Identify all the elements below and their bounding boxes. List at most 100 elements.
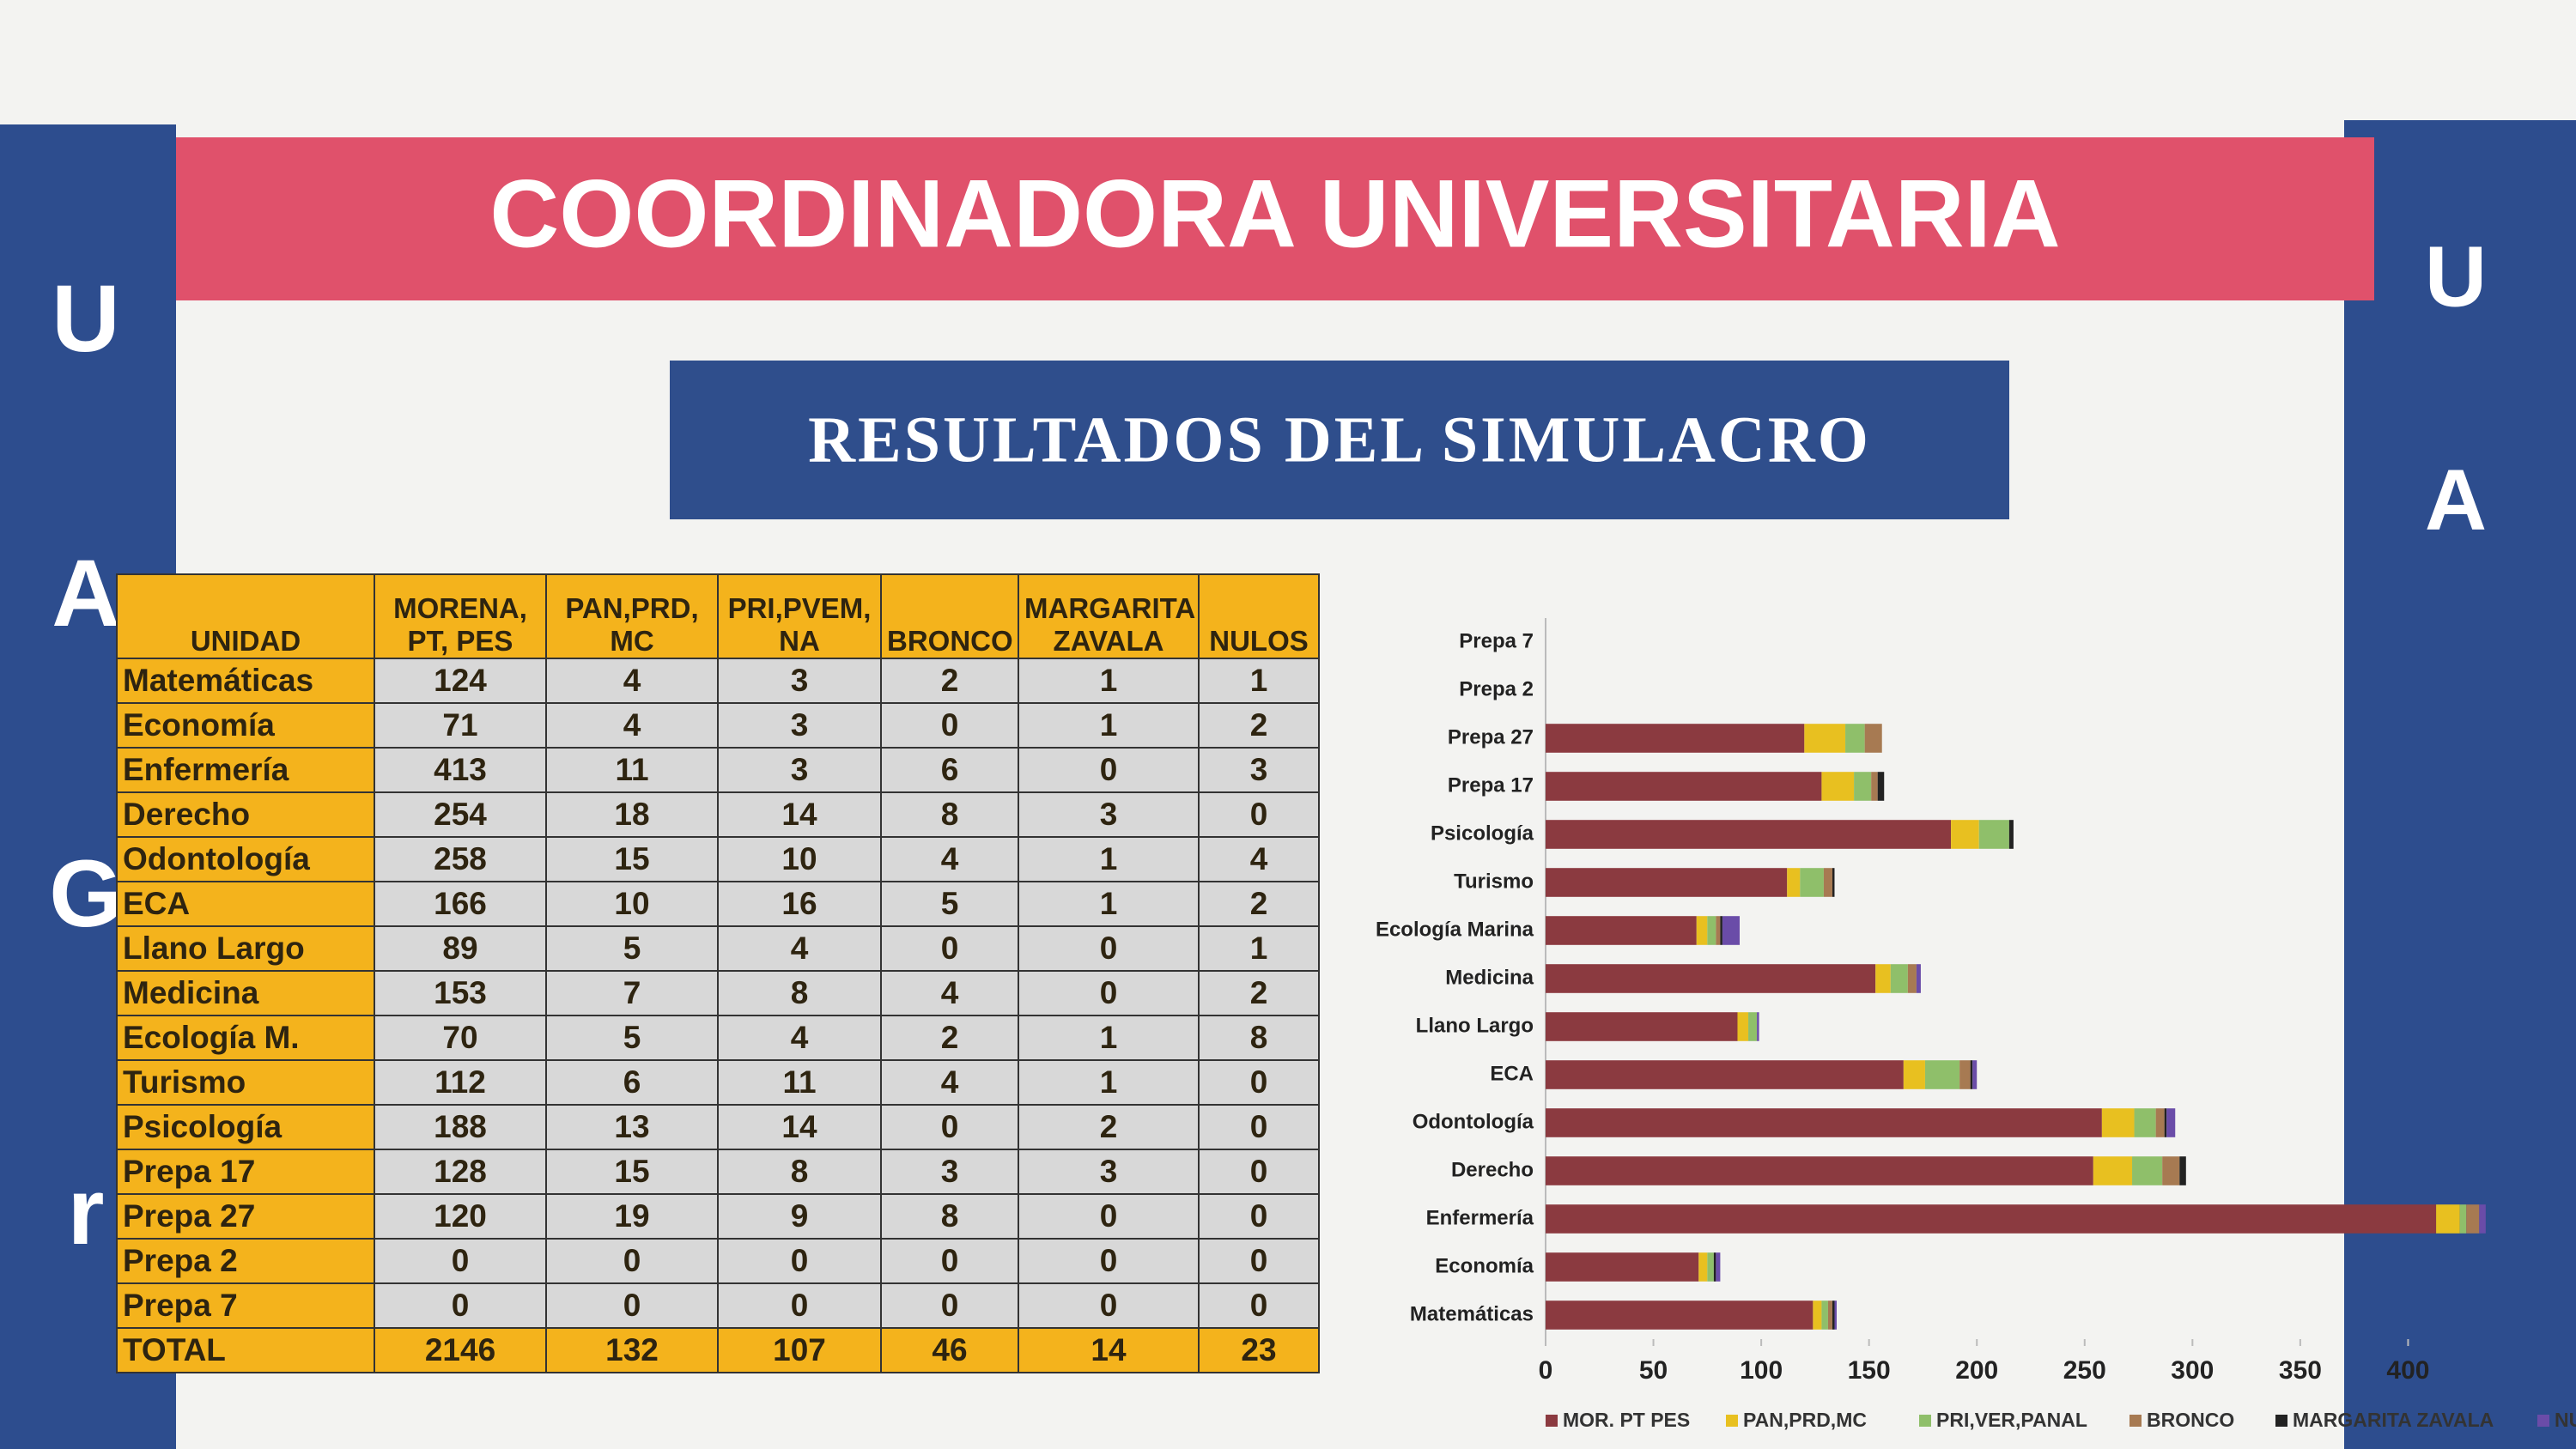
bar-segment bbox=[1546, 916, 1697, 945]
unit-cell: Prepa 2 bbox=[116, 1238, 375, 1284]
cell: 0 bbox=[1018, 1238, 1200, 1284]
cell: 0 bbox=[717, 1238, 882, 1284]
cell: 128 bbox=[374, 1149, 547, 1195]
column-header: PAN,PRD, MC bbox=[545, 573, 719, 659]
bar-segment bbox=[1924, 1060, 1960, 1089]
total-cell: 46 bbox=[880, 1327, 1019, 1373]
bar-segment bbox=[2093, 1156, 2133, 1185]
bar-segment bbox=[1832, 868, 1835, 897]
cell: 3 bbox=[1198, 747, 1320, 793]
bar-segment bbox=[1970, 1060, 1973, 1089]
y-tick-label: Enfermería bbox=[1426, 1206, 1534, 1229]
cell: 0 bbox=[880, 925, 1019, 972]
side-letter: U bbox=[2425, 228, 2487, 324]
bar-segment bbox=[1546, 820, 1952, 849]
bar-segment bbox=[2132, 1156, 2163, 1185]
cell: 8 bbox=[717, 1149, 882, 1195]
bar-segment bbox=[1787, 868, 1801, 897]
column-header: MARGARITA ZAVALA bbox=[1018, 573, 1200, 659]
unit-cell: Enfermería bbox=[116, 747, 375, 793]
cell: 13 bbox=[545, 1104, 719, 1150]
bar-segment bbox=[2166, 1108, 2176, 1137]
bar-segment bbox=[1875, 964, 1891, 993]
bar-segment bbox=[1864, 724, 1882, 753]
subtitle-box bbox=[670, 361, 2009, 519]
side-letter: G bbox=[49, 841, 123, 947]
table-row: Prepa 27 120 19 9 8 0 0 bbox=[116, 1193, 1320, 1240]
column-header: UNIDAD bbox=[116, 573, 375, 659]
cell: 0 bbox=[1198, 1238, 1320, 1284]
cell: 18 bbox=[545, 791, 719, 838]
unit-cell: Medicina bbox=[116, 970, 375, 1016]
cell: 1 bbox=[1018, 1059, 1200, 1106]
bar-segment bbox=[2436, 1204, 2460, 1234]
bar-segment bbox=[1546, 1156, 2093, 1185]
cell: 0 bbox=[717, 1282, 882, 1329]
bar-segment bbox=[2101, 1108, 2135, 1137]
x-tick-label: 200 bbox=[1955, 1356, 1998, 1385]
bar-segment bbox=[1951, 820, 1979, 849]
total-label: TOTAL bbox=[116, 1327, 375, 1373]
column-header: BRONCO bbox=[880, 573, 1019, 659]
cell: 8 bbox=[880, 1193, 1019, 1240]
column-header: NULOS bbox=[1198, 573, 1320, 659]
bar-segment bbox=[2134, 1108, 2156, 1137]
legend-swatch bbox=[2537, 1415, 2549, 1427]
total-cell: 132 bbox=[545, 1327, 719, 1373]
cell: 1 bbox=[1018, 1015, 1200, 1061]
cell: 4 bbox=[880, 970, 1019, 1016]
cell: 3 bbox=[880, 1149, 1019, 1195]
cell: 0 bbox=[1018, 925, 1200, 972]
cell: 166 bbox=[374, 881, 547, 927]
table-row: Matemáticas 124 4 3 2 1 1 bbox=[116, 658, 1320, 704]
y-tick-label: Llano Largo bbox=[1416, 1014, 1534, 1037]
x-tick-label: 250 bbox=[2063, 1356, 2106, 1385]
cell: 1 bbox=[1198, 925, 1320, 972]
table-row: Odontología 258 15 10 4 1 4 bbox=[116, 836, 1320, 882]
bar-segment bbox=[1804, 724, 1846, 753]
bar-segment bbox=[1546, 1204, 2437, 1234]
bar-segment bbox=[1854, 772, 1872, 801]
cell: 71 bbox=[374, 702, 547, 749]
results-table: UNIDAD MORENA, PT, PES PAN,PRD, MC PRI,PVEM… bbox=[116, 573, 1320, 1373]
cell: 2 bbox=[880, 1015, 1019, 1061]
legend-label: NULOS bbox=[2555, 1409, 2576, 1431]
cell: 2 bbox=[1198, 970, 1320, 1016]
table-body: Matemáticas 124 4 3 2 1 1 Economía 71 4 3 0 1 2 Enferm… bbox=[116, 658, 1320, 1373]
cell: 0 bbox=[1018, 747, 1200, 793]
bar-segment bbox=[1890, 964, 1908, 993]
cell: 3 bbox=[717, 747, 882, 793]
cell: 11 bbox=[545, 747, 719, 793]
cell: 0 bbox=[1198, 1282, 1320, 1329]
cell: 1 bbox=[1018, 658, 1200, 704]
cell: 8 bbox=[1198, 1015, 1320, 1061]
cell: 3 bbox=[717, 702, 882, 749]
cell: 2 bbox=[1018, 1104, 1200, 1150]
cell: 254 bbox=[374, 791, 547, 838]
bar-segment bbox=[2164, 1108, 2167, 1137]
table-row: Enfermería 413 11 3 6 0 3 bbox=[116, 747, 1320, 793]
cell: 14 bbox=[717, 1104, 882, 1150]
cell: 112 bbox=[374, 1059, 547, 1106]
cell: 19 bbox=[545, 1193, 719, 1240]
y-tick-label: Prepa 17 bbox=[1448, 773, 1534, 797]
cell: 3 bbox=[1018, 1149, 1200, 1195]
bar-segment bbox=[1696, 916, 1708, 945]
cell: 0 bbox=[545, 1282, 719, 1329]
unit-cell: Derecho bbox=[116, 791, 375, 838]
unit-cell: Odontología bbox=[116, 836, 375, 882]
cell: 4 bbox=[880, 1059, 1019, 1106]
cell: 8 bbox=[717, 970, 882, 1016]
y-tick-label: ECA bbox=[1490, 1062, 1534, 1085]
cell: 15 bbox=[545, 836, 719, 882]
cell: 2 bbox=[880, 658, 1019, 704]
bar-segment bbox=[1546, 1252, 1699, 1282]
cell: 0 bbox=[1198, 1149, 1320, 1195]
cell: 1 bbox=[1018, 702, 1200, 749]
legend-swatch bbox=[2129, 1415, 2142, 1427]
bar-segment bbox=[1546, 1012, 1738, 1041]
bar-segment bbox=[2459, 1204, 2467, 1234]
bar-segment bbox=[1737, 1012, 1749, 1041]
total-row: TOTAL 2146 132 107 46 14 23 bbox=[116, 1327, 1320, 1373]
